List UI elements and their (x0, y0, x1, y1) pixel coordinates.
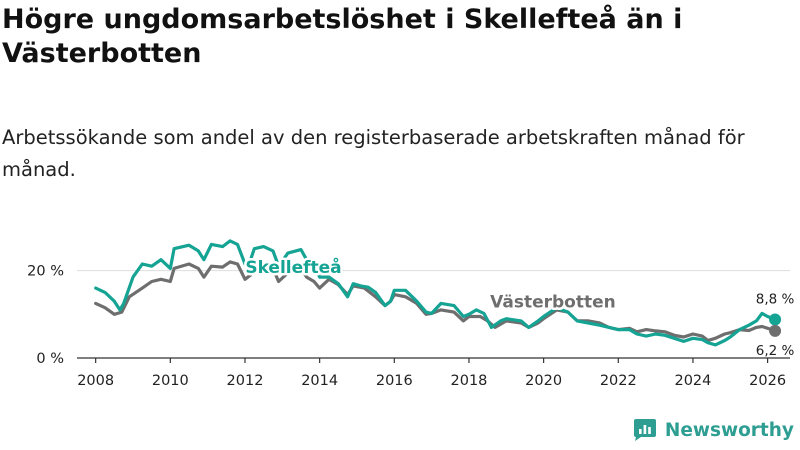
series-lines (94, 239, 777, 347)
y-tick-label: 0 % (36, 351, 64, 367)
newsworthy-brand: Newsworthy (632, 418, 794, 442)
series-end-label: 8,8 % (756, 292, 795, 308)
series-labels: 8,8 % Skellefteå 6,2 % Västerbotten (243, 253, 795, 359)
x-tick-label: 2012 (227, 373, 264, 389)
series-line-1 (94, 260, 777, 343)
x-tick-label: 2016 (376, 373, 413, 389)
y-tick-label: 20 % (27, 264, 64, 280)
x-tick-label: 2008 (77, 373, 114, 389)
x-axis: 0 % 20 % 2008 2010 2012 2014 2016 2018 2020 2022 2… (27, 264, 790, 389)
series-name-label: Västerbotten (490, 293, 616, 313)
newsworthy-logo-icon (633, 419, 656, 441)
x-tick-label: 2010 (152, 373, 189, 389)
brand-name: Newsworthy (664, 419, 794, 441)
x-tick-label: 2024 (674, 373, 711, 389)
series-end-point (769, 324, 782, 337)
series-end-point (769, 313, 782, 326)
series-line-0 (94, 239, 777, 347)
x-tick-label: 2018 (451, 373, 488, 389)
x-tick-label: 2026 (749, 373, 786, 389)
series-name-label: Skellefteå (245, 256, 341, 278)
series-end-label: 6,2 % (756, 343, 795, 359)
x-tick-label: 2022 (600, 373, 637, 389)
chart-subtitle: Arbetssökande som andel av den registerb… (2, 126, 745, 181)
x-tick-label: 2020 (525, 373, 562, 389)
x-tick-label: 2014 (301, 373, 338, 389)
chart-title: Högre ungdomsarbetslöshet i Skellefteå ä… (2, 4, 683, 69)
